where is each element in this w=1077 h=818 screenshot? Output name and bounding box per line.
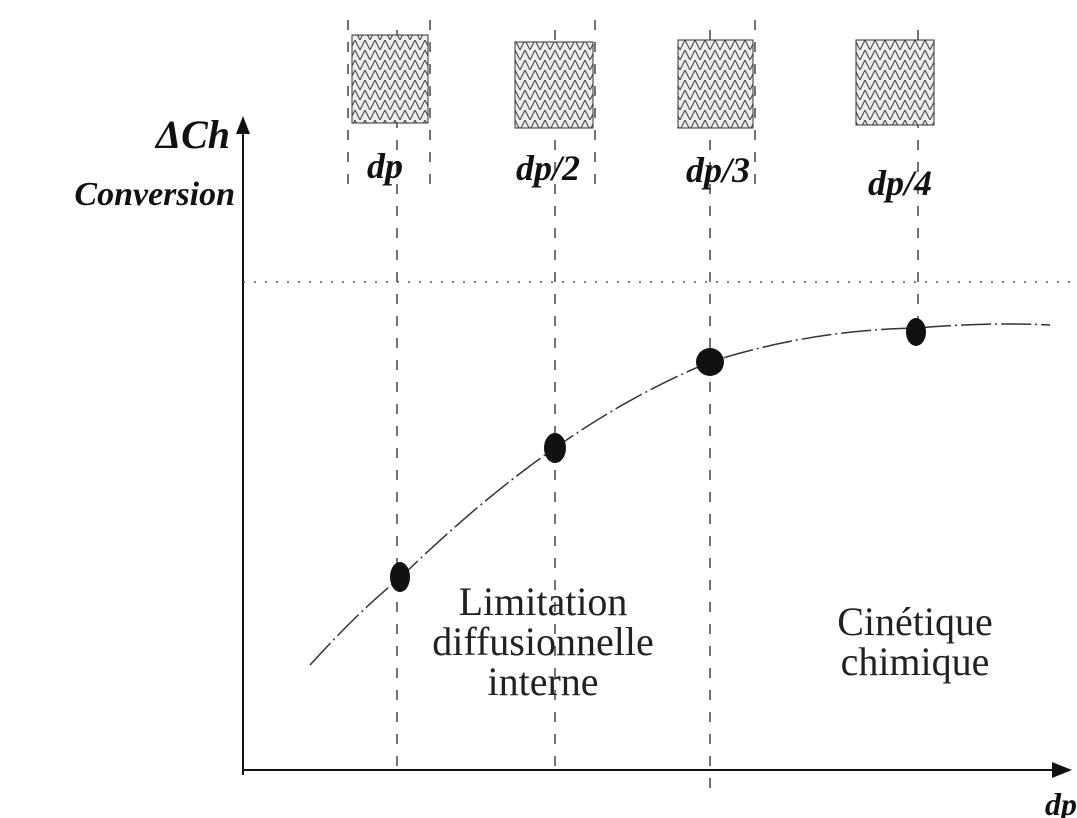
x-arrow: [1052, 762, 1072, 778]
point: [390, 562, 410, 592]
y-arrow: [236, 116, 250, 134]
particle-label: dp/3: [686, 150, 750, 190]
y-label: Conversion: [74, 176, 235, 213]
region-label: Cinétique: [837, 599, 993, 644]
particle-label: dp/4: [868, 163, 932, 203]
region-label: interne: [487, 659, 598, 704]
region-label: Limitation: [459, 579, 628, 624]
y-symbol: ΔCh: [154, 112, 230, 157]
particle: [856, 40, 934, 125]
region-label: diffusionnelle: [432, 619, 653, 664]
point: [696, 348, 724, 376]
particle: [678, 40, 753, 128]
particle-label: dp/2: [516, 148, 580, 188]
x-label: dp: [1045, 786, 1077, 818]
diagram: ΔCh Conversion dp dp dp/2 dp/3 dp/4 Limi…: [0, 0, 1077, 818]
region-label: chimique: [841, 639, 990, 684]
particle: [515, 42, 593, 128]
particle: [352, 35, 428, 123]
point: [906, 318, 926, 346]
point: [544, 433, 566, 463]
particle-label: dp: [367, 146, 403, 186]
